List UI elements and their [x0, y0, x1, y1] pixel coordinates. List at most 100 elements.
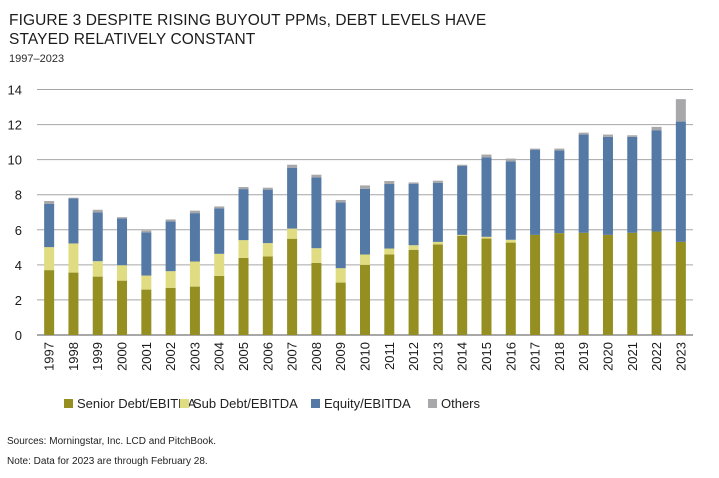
- bar-senior-debt-ebitda-2000: [117, 280, 128, 335]
- legend-item-others: Others: [428, 396, 480, 411]
- bar-equity-ebitda-1998: [68, 198, 79, 244]
- x-tick-label: 2023: [673, 342, 688, 371]
- bar-others-2003: [189, 210, 200, 214]
- bar-senior-debt-ebitda-2002: [165, 287, 176, 335]
- bar-equity-ebitda-2000: [117, 218, 128, 266]
- legend-label: Equity/EBITDA: [324, 396, 411, 411]
- bar-others-2021: [627, 135, 638, 137]
- bar-sub-debt-ebitda-2014: [457, 234, 468, 236]
- bar-senior-debt-ebitda-1999: [92, 276, 103, 335]
- bar-equity-ebitda-2012: [408, 183, 419, 246]
- bar-sub-debt-ebitda-2007: [287, 228, 298, 239]
- y-tick-label: 2: [15, 293, 22, 308]
- bar-senior-debt-ebitda-2013: [432, 244, 443, 335]
- bar-senior-debt-ebitda-2001: [141, 289, 152, 335]
- bar-others-2004: [214, 206, 225, 209]
- legend-label: Sub Debt/EBITDA: [193, 396, 298, 411]
- bar-sub-debt-ebitda-2006: [262, 243, 273, 257]
- bar-sub-debt-ebitda-1999: [92, 261, 103, 277]
- bar-others-2016: [505, 158, 516, 162]
- x-tick-label: 2003: [187, 342, 202, 371]
- bar-senior-debt-ebitda-2009: [335, 282, 346, 335]
- x-tick-label: 2004: [212, 342, 227, 371]
- bar-equity-ebitda-2002: [165, 221, 176, 272]
- bar-equity-ebitda-2010: [360, 188, 370, 255]
- x-tick-label: 1997: [42, 342, 57, 371]
- chart-legend: Senior Debt/EBITDA Sub Debt/EBITDA Equity/…: [0, 396, 719, 418]
- bar-senior-debt-ebitda-2011: [384, 254, 395, 335]
- bar-others-2000: [117, 217, 128, 219]
- legend-label: Others: [441, 396, 481, 411]
- bar-senior-debt-ebitda-2017: [530, 234, 541, 335]
- bar-equity-ebitda-2019: [578, 134, 589, 233]
- legend-item-equity-ebitda: Equity/EBITDA: [311, 396, 411, 411]
- bar-equity-ebitda-1997: [44, 204, 55, 248]
- bar-senior-debt-ebitda-2004: [214, 275, 225, 335]
- bar-sub-debt-ebitda-2011: [384, 248, 395, 255]
- bar-sub-debt-ebitda-2002: [165, 271, 176, 288]
- x-tick-label: 2013: [430, 342, 445, 371]
- legend-swatch: [64, 399, 73, 408]
- x-tick-label: 2021: [625, 342, 640, 371]
- bar-equity-ebitda-2003: [189, 213, 200, 262]
- bar-others-2017: [530, 148, 541, 150]
- bar-others-2022: [651, 126, 662, 131]
- bar-others-2010: [360, 185, 370, 189]
- x-tick-label: 2014: [455, 342, 470, 371]
- y-tick-label: 4: [15, 258, 22, 273]
- bar-senior-debt-ebitda-2016: [505, 242, 516, 335]
- legend-swatch: [311, 399, 320, 408]
- bar-equity-ebitda-2013: [432, 182, 443, 242]
- bar-sub-debt-ebitda-1997: [44, 247, 55, 271]
- legend-label: Senior Debt/EBITDA: [77, 396, 197, 411]
- bar-senior-debt-ebitda-2014: [457, 235, 468, 335]
- y-tick-label: 0: [15, 328, 22, 343]
- bar-others-2014: [457, 164, 468, 166]
- bar-senior-debt-ebitda-2012: [408, 249, 419, 335]
- bar-sub-debt-ebitda-2000: [117, 265, 128, 281]
- bar-equity-ebitda-2011: [384, 184, 395, 249]
- bar-senior-debt-ebitda-2018: [554, 233, 565, 335]
- bar-sub-debt-ebitda-2016: [505, 239, 516, 243]
- bar-senior-debt-ebitda-2005: [238, 257, 249, 335]
- bar-equity-ebitda-2016: [505, 161, 516, 240]
- bar-senior-debt-ebitda-2019: [578, 232, 589, 335]
- bar-equity-ebitda-2014: [457, 165, 468, 235]
- x-tick-label: 2001: [139, 342, 154, 371]
- bar-senior-debt-ebitda-1997: [44, 270, 55, 335]
- legend-swatch: [428, 399, 437, 408]
- bar-equity-ebitda-2009: [335, 202, 346, 269]
- y-tick-label: 12: [8, 118, 22, 133]
- bar-senior-debt-ebitda-2021: [627, 232, 638, 335]
- x-tick-label: 2022: [649, 342, 664, 371]
- bar-senior-debt-ebitda-2022: [651, 231, 662, 335]
- bar-senior-debt-ebitda-2015: [481, 238, 492, 335]
- bar-others-2013: [432, 180, 443, 183]
- y-tick-label: 8: [15, 188, 22, 203]
- bar-others-2002: [165, 219, 176, 222]
- bar-sub-debt-ebitda-2003: [189, 261, 200, 287]
- bar-others-1999: [92, 209, 103, 213]
- bar-others-2012: [408, 182, 419, 184]
- bar-others-2018: [554, 148, 565, 151]
- x-tick-label: 2011: [382, 342, 397, 370]
- source-note: Sources: Morningstar, Inc. LCD and Pitch…: [7, 436, 216, 447]
- bar-sub-debt-ebitda-2010: [360, 254, 370, 265]
- bar-equity-ebitda-2007: [287, 167, 298, 229]
- legend-item-sub-debt-ebitda: Sub Debt/EBITDA: [180, 396, 298, 411]
- bar-sub-debt-ebitda-2004: [214, 253, 225, 276]
- bar-others-1997: [44, 201, 55, 205]
- y-tick-label: 14: [8, 83, 22, 98]
- bar-sub-debt-ebitda-2015: [481, 236, 492, 239]
- x-tick-label: 2007: [285, 342, 300, 371]
- bar-equity-ebitda-2022: [651, 130, 662, 232]
- data-note: Note: Data for 2023 are through February…: [7, 456, 208, 467]
- bar-others-2009: [335, 199, 346, 203]
- bar-sub-debt-ebitda-2013: [432, 241, 443, 245]
- bar-equity-ebitda-2023: [675, 121, 686, 242]
- bar-others-1998: [68, 197, 79, 199]
- bar-others-2001: [141, 230, 152, 233]
- bar-senior-debt-ebitda-2020: [602, 234, 613, 335]
- bar-others-2015: [481, 154, 492, 158]
- bar-sub-debt-ebitda-1998: [68, 243, 79, 273]
